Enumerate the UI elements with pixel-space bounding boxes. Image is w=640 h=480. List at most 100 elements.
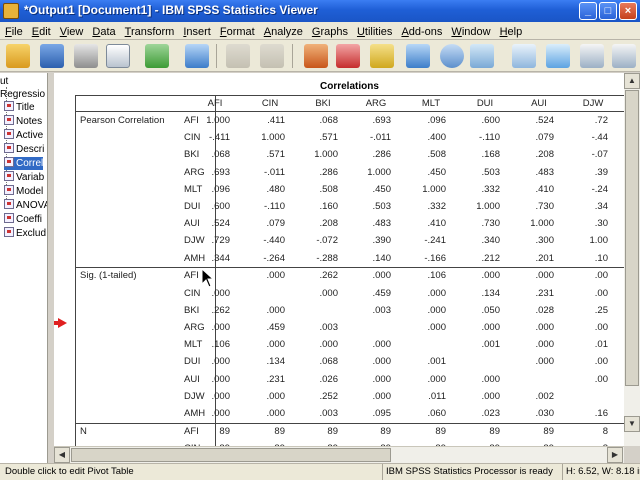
table-cell[interactable]: 89 <box>219 425 230 437</box>
title-bar[interactable]: *Output1 [Document1] - IBM SPSS Statisti… <box>0 0 640 22</box>
output-outline-pane[interactable]: ut Regressio Title Notes Active Descri Correl V… <box>0 73 48 463</box>
table-cell[interactable]: .000 <box>535 339 555 351</box>
scroll-up-button[interactable]: ▲ <box>624 73 640 89</box>
table-cell[interactable]: .524 <box>211 218 231 230</box>
table-cell[interactable]: .208 <box>535 149 555 161</box>
table-cell[interactable]: .000 <box>372 356 392 368</box>
column-header[interactable]: BKI <box>315 98 331 109</box>
table-cell[interactable]: -.241 <box>424 235 446 247</box>
menu-view[interactable]: View <box>59 26 84 38</box>
scroll-right-button[interactable]: ▶ <box>607 447 623 463</box>
table-cell[interactable]: .344 <box>211 252 231 264</box>
table-cell[interactable]: .252 <box>319 390 339 402</box>
table-cell[interactable]: .693 <box>211 166 231 178</box>
table-cell[interactable]: .068 <box>319 356 339 368</box>
table-cell[interactable]: .000 <box>266 304 286 316</box>
table-cell[interactable]: .201 <box>535 252 555 264</box>
table-cell[interactable]: 89 <box>489 425 500 437</box>
outline-item[interactable]: Variab <box>4 171 44 184</box>
variables-icon[interactable] <box>370 44 394 68</box>
table-cell[interactable]: .503 <box>481 166 501 178</box>
table-cell[interactable]: .106 <box>427 270 447 282</box>
outline-item[interactable]: Model <box>4 185 43 198</box>
table-cell[interactable]: 89 <box>347 443 391 446</box>
table-cell[interactable]: .00 <box>594 373 608 385</box>
table-cell[interactable]: .000 <box>372 339 392 351</box>
table-cell[interactable]: .524 <box>535 115 555 126</box>
table-cell[interactable]: .095 <box>372 407 392 419</box>
table-cell[interactable]: .208 <box>319 218 339 230</box>
table-cell[interactable]: .003 <box>319 407 339 419</box>
table-cell[interactable]: .00 <box>594 356 608 368</box>
table-cell[interactable]: .400 <box>427 132 447 144</box>
table-cell[interactable]: .028 <box>535 304 555 316</box>
table-cell[interactable]: 89 <box>510 443 554 446</box>
table-cell[interactable]: .168 <box>481 149 501 161</box>
minimize-button[interactable]: _ <box>579 2 597 20</box>
table-cell[interactable]: .000 <box>427 373 447 385</box>
table-cell[interactable]: .001 <box>481 339 501 351</box>
table-cell[interactable]: .411 <box>267 115 285 126</box>
table-cell[interactable]: .231 <box>266 373 286 385</box>
table-cell[interactable]: .000 <box>427 321 447 333</box>
table-cell[interactable]: .011 <box>428 390 446 402</box>
table-cell[interactable]: .134 <box>266 356 286 368</box>
spss-app-icon[interactable] <box>3 3 19 19</box>
table-cell[interactable]: .693 <box>372 115 392 126</box>
table-cell[interactable]: .483 <box>535 166 555 178</box>
table-cell[interactable]: -.166 <box>424 252 446 264</box>
table-cell[interactable]: -.011 <box>370 132 391 144</box>
table-cell[interactable]: .332 <box>427 201 447 212</box>
menu-data[interactable]: Data <box>92 26 116 38</box>
table-cell[interactable]: .000 <box>266 390 286 402</box>
table-cell[interactable]: .72 <box>594 115 608 126</box>
outline-item[interactable]: Title <box>4 101 35 114</box>
table-cell[interactable]: .000 <box>535 321 555 333</box>
table-cell[interactable]: .480 <box>266 183 286 195</box>
table-cell[interactable]: .000 <box>266 339 286 351</box>
column-header[interactable]: AUI <box>531 98 547 109</box>
table-cell[interactable]: .286 <box>372 149 392 161</box>
table-cell[interactable]: -.110 <box>479 132 500 144</box>
table-cell[interactable]: .450 <box>427 166 447 178</box>
open-folder-icon[interactable] <box>6 44 30 68</box>
table-cell[interactable]: .340 <box>481 235 501 247</box>
table-cell[interactable]: .508 <box>427 149 447 161</box>
column-header[interactable]: AFI <box>207 98 223 109</box>
table-cell[interactable]: .39 <box>594 166 608 178</box>
close-button[interactable]: × <box>619 2 637 20</box>
table-cell[interactable]: .286 <box>319 166 339 178</box>
outline-item[interactable]: ANOVA <box>4 199 47 212</box>
table-cell[interactable]: .000 <box>481 270 501 282</box>
table-cell[interactable]: 1.000 <box>476 201 500 212</box>
table-cell[interactable]: .000 <box>372 390 392 402</box>
table-cell[interactable]: .079 <box>535 132 555 144</box>
outline-item[interactable]: Notes <box>4 115 42 128</box>
table-cell[interactable]: -.440 <box>263 235 285 247</box>
outline-item[interactable]: Regressio <box>0 88 45 101</box>
table-cell[interactable]: .003 <box>319 321 339 333</box>
table-cell[interactable]: 89 <box>380 425 391 437</box>
table-cell[interactable]: .508 <box>319 183 339 195</box>
maximize-button[interactable]: □ <box>599 2 617 20</box>
scroll-left-button[interactable]: ◀ <box>54 447 70 463</box>
table-cell[interactable]: .000 <box>211 321 231 333</box>
table-cell[interactable]: .000 <box>266 407 286 419</box>
outline-item[interactable]: Exclud <box>4 227 46 240</box>
table-cell[interactable]: -.44 <box>591 132 608 144</box>
table-cell[interactable]: -.24 <box>591 183 608 195</box>
horizontal-scroll-thumb[interactable] <box>71 448 391 462</box>
table-cell[interactable]: .026 <box>319 373 339 385</box>
table-cell[interactable]: .000 <box>211 373 231 385</box>
table-cell[interactable]: 1.000 <box>314 149 338 161</box>
table-cell[interactable]: 89 <box>274 425 285 437</box>
table-cell[interactable]: .600 <box>211 201 231 212</box>
table-cell[interactable]: 89 <box>241 443 285 446</box>
table-cell[interactable]: 8 <box>564 443 608 446</box>
table-cell[interactable]: .000 <box>319 287 339 299</box>
redo-icon[interactable] <box>260 44 284 68</box>
designate-window-icon[interactable] <box>470 44 494 68</box>
table-cell[interactable]: .106 <box>211 339 231 351</box>
demote-icon[interactable] <box>546 44 570 68</box>
goto-case-icon[interactable] <box>304 44 328 68</box>
